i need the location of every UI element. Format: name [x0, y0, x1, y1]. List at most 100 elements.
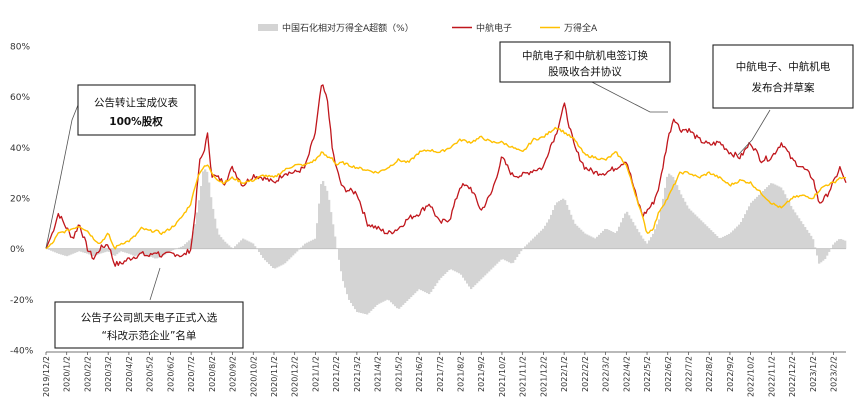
x-tick-label: 2022/1/2 — [560, 356, 569, 392]
y-tick-label: -20% — [10, 296, 34, 306]
legend-swatch-excess — [258, 24, 278, 31]
excess-bar — [84, 249, 86, 253]
excess-bar — [56, 249, 58, 253]
excess-bar — [146, 249, 148, 256]
x-tick-label: 2020/8/2 — [208, 356, 217, 392]
excess-bar — [638, 232, 640, 248]
excess-bar — [240, 240, 242, 248]
excess-bar — [390, 249, 392, 303]
excess-bar — [730, 232, 732, 248]
excess-bar — [626, 212, 628, 249]
excess-bar — [664, 188, 666, 249]
excess-bar — [636, 229, 638, 249]
excess-bar — [308, 242, 310, 249]
excess-bar — [200, 186, 202, 249]
x-tick-label: 2022/6/2 — [664, 356, 673, 392]
x-tick-label: 2022/8/2 — [705, 356, 714, 392]
excess-bar — [684, 202, 686, 249]
excess-bar — [802, 224, 804, 249]
excess-bar — [554, 205, 556, 249]
excess-bar — [292, 249, 294, 256]
excess-bar — [800, 221, 802, 249]
excess-bar — [464, 249, 466, 281]
excess-bar — [706, 226, 708, 248]
excess-bar — [392, 249, 394, 305]
excess-bar — [448, 249, 450, 270]
excess-bar — [758, 195, 760, 249]
excess-bar — [766, 187, 768, 249]
x-tick-label: 2022/7/2 — [684, 356, 693, 392]
excess-bar — [678, 190, 680, 249]
x-tick-label: 2020/5/2 — [146, 356, 155, 392]
excess-bar — [572, 220, 574, 249]
excess-bar — [304, 244, 306, 249]
excess-bar — [648, 240, 650, 248]
annotation-a4-line1: 中航电子、中航机电 — [736, 60, 831, 73]
excess-bar — [680, 194, 682, 248]
legend-label-avic: 中航电子 — [476, 22, 512, 34]
excess-bar — [816, 249, 818, 256]
excess-bar — [558, 201, 560, 249]
excess-bar — [276, 249, 278, 268]
excess-bar — [776, 186, 778, 249]
excess-bar — [562, 199, 564, 249]
excess-bar — [504, 249, 506, 261]
excess-bar — [666, 177, 668, 249]
excess-bar — [376, 249, 378, 305]
excess-bar — [840, 239, 842, 249]
excess-bar — [266, 249, 268, 262]
excess-bar — [646, 244, 648, 249]
x-tick-label: 2020/10/2 — [249, 356, 258, 397]
excess-bar — [658, 219, 660, 248]
excess-bar — [330, 212, 332, 249]
excess-bar — [606, 229, 608, 249]
excess-bar — [106, 249, 108, 252]
excess-bar — [114, 249, 116, 256]
excess-bar — [788, 202, 790, 249]
excess-bar — [482, 249, 484, 278]
excess-bar — [102, 249, 104, 253]
excess-bar — [592, 237, 594, 248]
excess-bar — [690, 211, 692, 249]
excess-bar — [258, 249, 260, 252]
excess-bar — [150, 249, 152, 257]
excess-bar — [498, 249, 500, 262]
excess-bar — [130, 249, 132, 255]
excess-bar — [756, 197, 758, 249]
excess-bar — [728, 234, 730, 249]
excess-bar — [274, 249, 276, 269]
excess-bar — [792, 209, 794, 248]
excess-bar — [750, 203, 752, 249]
excess-bar — [642, 239, 644, 249]
excess-bar — [716, 236, 718, 249]
excess-bar — [552, 210, 554, 249]
excess-bar — [546, 223, 548, 249]
excess-bar — [682, 198, 684, 249]
excess-bar — [400, 249, 402, 307]
excess-bar — [542, 229, 544, 249]
x-tick-label: 2020/12/2 — [291, 356, 300, 397]
excess-bar — [432, 249, 434, 289]
excess-bar — [462, 249, 464, 278]
excess-bar — [224, 242, 226, 249]
y-tick-label: -40% — [10, 347, 34, 357]
annotation-a3-line1: 中航电子和中航机电签订换 — [522, 49, 648, 62]
excess-bar — [278, 249, 280, 267]
excess-bar — [222, 240, 224, 249]
excess-bar — [238, 242, 240, 248]
excess-bar — [450, 249, 452, 270]
excess-bar — [824, 249, 826, 259]
excess-bar — [136, 249, 138, 256]
excess-bar — [250, 243, 252, 249]
excess-bar — [368, 249, 370, 313]
excess-bar — [804, 227, 806, 249]
excess-bar — [420, 249, 422, 290]
excess-bar — [530, 241, 532, 249]
excess-bar — [502, 249, 504, 260]
excess-bar — [700, 220, 702, 248]
excess-bar — [528, 242, 530, 248]
excess-bar — [704, 224, 706, 248]
excess-bar — [630, 219, 632, 249]
excess-bar — [294, 249, 296, 254]
